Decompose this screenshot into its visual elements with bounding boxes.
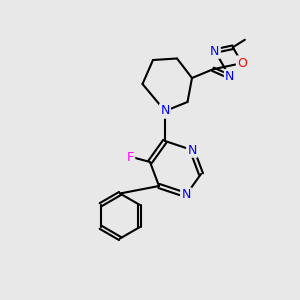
Text: N: N [181,188,191,202]
Text: N: N [225,70,234,83]
Text: N: N [187,143,197,157]
Text: F: F [127,151,134,164]
Text: N: N [160,104,170,118]
Text: N: N [210,45,220,58]
Text: O: O [237,57,247,70]
